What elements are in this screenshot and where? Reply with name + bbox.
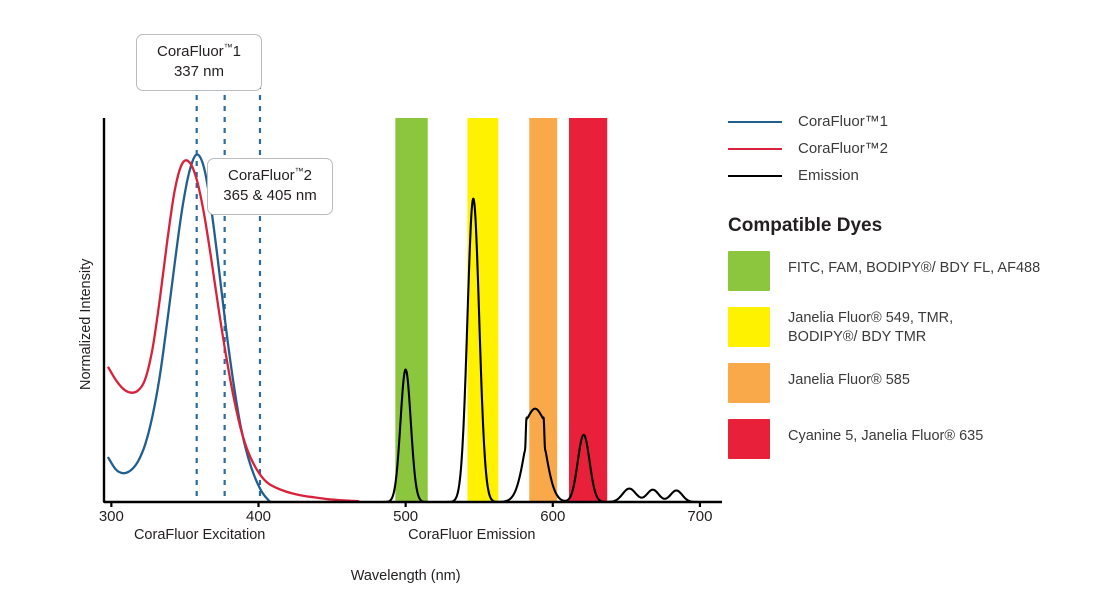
dye-item-orange[interactable]: Janelia Fluor® 585 xyxy=(728,363,1110,404)
dye-item-red[interactable]: Cyanine 5, Janelia Fluor® 635 xyxy=(728,419,1110,460)
emission-band-red xyxy=(568,118,608,502)
dye-label-line: BODIPY®/ BDY TMR xyxy=(788,329,927,346)
callout-corafluor-1: CoraFluor™1 337 nm xyxy=(136,34,262,91)
callout-title-2: CoraFluor™2 xyxy=(227,166,313,185)
x-tick-label-600: 600 xyxy=(540,508,566,525)
emission-band-orange xyxy=(529,118,558,502)
legend-item-emission[interactable]: Emission xyxy=(728,162,1110,189)
spectra-plot xyxy=(102,84,723,507)
curve-corafluor-2 xyxy=(107,159,360,503)
dye-label-line: Cyanine 5, Janelia Fluor® 635 xyxy=(788,428,984,445)
x-tick-label-500: 500 xyxy=(393,508,419,525)
dye-label-green: FITC, FAM, BODIPY®/ BDY FL, AF488 xyxy=(788,251,1040,278)
legend-dye-list: FITC, FAM, BODIPY®/ BDY FL, AF488 Janelia… xyxy=(728,251,1110,460)
emission-band-yellow xyxy=(467,118,499,502)
x-axis-title: Wavelength (nm) xyxy=(350,568,461,584)
dye-label-line: FITC, FAM, BODIPY®/ BDY FL, AF488 xyxy=(788,260,1041,276)
y-axis-title: Normalized Intensity xyxy=(78,258,94,390)
legend-line-swatch-emission xyxy=(728,174,782,177)
legend-item-corafluor-2[interactable]: CoraFluor™2 xyxy=(728,135,1110,162)
dye-label-line: Janelia Fluor® 549, TMR, xyxy=(788,310,954,326)
callout-title-1: CoraFluor™1 xyxy=(156,42,242,61)
dye-label-red: Cyanine 5, Janelia Fluor® 635 xyxy=(788,419,983,446)
dye-label-line: Janelia Fluor® 585 xyxy=(788,372,910,389)
legend-line-label-emission: Emission xyxy=(798,167,859,184)
x-tick-label-300: 300 xyxy=(98,508,124,525)
legend-series-list: CoraFluor™1 CoraFluor™2 Emission xyxy=(728,108,1110,189)
axis-sublabel-excitation: CoraFluor Excitation xyxy=(133,527,266,543)
dye-item-yellow[interactable]: Janelia Fluor® 549, TMR, BODIPY®/ BDY TMR xyxy=(728,307,1110,347)
x-tick-label-700: 700 xyxy=(687,508,713,525)
dye-swatch-red xyxy=(728,419,770,460)
dye-item-green[interactable]: FITC, FAM, BODIPY®/ BDY FL, AF488 xyxy=(728,251,1110,291)
x-tick-label-400: 400 xyxy=(245,508,272,525)
callout-value-2: 365 & 405 nm xyxy=(223,186,317,204)
dye-label-yellow: Janelia Fluor® 549, TMR, BODIPY®/ BDY TMR xyxy=(788,307,953,347)
dye-label-orange: Janelia Fluor® 585 xyxy=(788,363,910,390)
plot-area xyxy=(102,84,723,507)
legend: CoraFluor™1 CoraFluor™2 Emission Compatibl… xyxy=(728,108,1110,475)
dye-swatch-yellow xyxy=(728,307,770,347)
legend-line-swatch-corafluor-1 xyxy=(728,120,782,123)
trademark-icon: ™ xyxy=(294,166,304,176)
callout-corafluor-2: CoraFluor™2 365 & 405 nm xyxy=(207,158,333,215)
legend-line-label-corafluor-2: CoraFluor™2 xyxy=(798,140,889,157)
trademark-icon: ™ xyxy=(223,42,233,52)
legend-line-label-corafluor-1: CoraFluor™1 xyxy=(798,113,889,130)
axis-sublabel-emission: CoraFluor Emission xyxy=(408,527,536,543)
callout-value-1: 337 nm xyxy=(173,62,225,80)
legend-line-swatch-corafluor-2 xyxy=(728,147,782,150)
dye-swatch-orange xyxy=(728,363,770,404)
dye-swatch-green xyxy=(728,251,770,291)
legend-item-corafluor-1[interactable]: CoraFluor™1 xyxy=(728,108,1110,135)
compatible-dyes-heading: Compatible Dyes xyxy=(728,215,883,236)
